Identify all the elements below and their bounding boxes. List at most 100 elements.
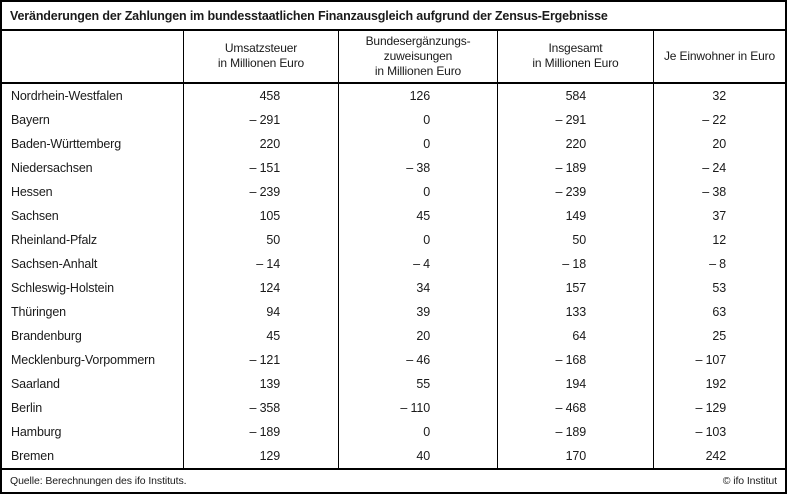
value-bundesergaenzungszuweisungen: 0 xyxy=(338,180,497,204)
value-bundesergaenzungszuweisungen: 39 xyxy=(338,300,497,324)
value-umsatzsteuer: – 239 xyxy=(183,180,338,204)
value-insgesamt: 194 xyxy=(497,372,653,396)
table-row: Berlin – 358 – 110 – 468 – 129 xyxy=(2,396,785,420)
value-insgesamt: 584 xyxy=(497,84,653,108)
value-bundesergaenzungszuweisungen: 40 xyxy=(338,444,497,468)
value-bundesergaenzungszuweisungen: 0 xyxy=(338,108,497,132)
table-row: Sachsen-Anhalt – 14 – 4 – 18 – 8 xyxy=(2,252,785,276)
value-insgesamt: 170 xyxy=(497,444,653,468)
state-name: Nordrhein-Westfalen xyxy=(11,89,123,103)
column-header-bundesergaenzungszuweisungen: Bundesergänzungs- zuweisungen in Million… xyxy=(338,31,497,82)
value-umsatzsteuer: 220 xyxy=(183,132,338,156)
value-bundesergaenzungszuweisungen: 126 xyxy=(338,84,497,108)
column-header-empty xyxy=(2,31,183,82)
table-row: Rheinland-Pfalz 50 0 50 12 xyxy=(2,228,785,252)
value-insgesamt: 133 xyxy=(497,300,653,324)
value-umsatzsteuer: 458 xyxy=(183,84,338,108)
column-header-je-einwohner: Je Einwohner in Euro xyxy=(653,31,785,82)
table-row: Bayern – 291 0 – 291 – 22 xyxy=(2,108,785,132)
value-bundesergaenzungszuweisungen: 55 xyxy=(338,372,497,396)
value-je-einwohner: – 8 xyxy=(653,252,785,276)
table-row: Saarland 139 55 194 192 xyxy=(2,372,785,396)
state-name: Rheinland-Pfalz xyxy=(11,233,97,247)
value-umsatzsteuer: – 121 xyxy=(183,348,338,372)
value-je-einwohner: 53 xyxy=(653,276,785,300)
table-row: Niedersachsen – 151 – 38 – 189 – 24 xyxy=(2,156,785,180)
table-row: Sachsen 105 45 149 37 xyxy=(2,204,785,228)
table-header-row: Umsatzsteuer in Millionen Euro Bundeserg… xyxy=(2,31,785,84)
value-je-einwohner: – 38 xyxy=(653,180,785,204)
table-row: Baden-Württemberg 220 0 220 20 xyxy=(2,132,785,156)
table-row: Hessen – 239 0 – 239 – 38 xyxy=(2,180,785,204)
value-je-einwohner: – 22 xyxy=(653,108,785,132)
state-name: Mecklenburg-Vorpommern xyxy=(11,353,155,367)
value-bundesergaenzungszuweisungen: 45 xyxy=(338,204,497,228)
value-bundesergaenzungszuweisungen: 0 xyxy=(338,228,497,252)
value-umsatzsteuer: – 291 xyxy=(183,108,338,132)
value-bundesergaenzungszuweisungen: 0 xyxy=(338,132,497,156)
value-umsatzsteuer: – 14 xyxy=(183,252,338,276)
state-name: Berlin xyxy=(11,401,43,415)
table-row: Brandenburg 45 20 64 25 xyxy=(2,324,785,348)
value-bundesergaenzungszuweisungen: – 38 xyxy=(338,156,497,180)
table-row: Schleswig-Holstein 124 34 157 53 xyxy=(2,276,785,300)
value-insgesamt: – 168 xyxy=(497,348,653,372)
value-umsatzsteuer: 105 xyxy=(183,204,338,228)
state-name: Hessen xyxy=(11,185,53,199)
value-umsatzsteuer: 50 xyxy=(183,228,338,252)
state-name: Bremen xyxy=(11,449,54,463)
table-row: Hamburg – 189 0 – 189 – 103 xyxy=(2,420,785,444)
state-name: Hamburg xyxy=(11,425,62,439)
value-je-einwohner: – 129 xyxy=(653,396,785,420)
value-umsatzsteuer: 124 xyxy=(183,276,338,300)
value-insgesamt: – 468 xyxy=(497,396,653,420)
value-bundesergaenzungszuweisungen: – 46 xyxy=(338,348,497,372)
footer: Quelle: Berechnungen des ifo Instituts. … xyxy=(2,468,785,492)
table-row: Mecklenburg-Vorpommern – 121 – 46 – 168 … xyxy=(2,348,785,372)
table-row: Nordrhein-Westfalen 458 126 584 32 xyxy=(2,84,785,108)
value-insgesamt: 220 xyxy=(497,132,653,156)
value-bundesergaenzungszuweisungen: – 110 xyxy=(338,396,497,420)
state-name: Baden-Württemberg xyxy=(11,137,121,151)
source-note: Quelle: Berechnungen des ifo Instituts. xyxy=(10,475,187,487)
state-name: Saarland xyxy=(11,377,60,391)
value-umsatzsteuer: – 358 xyxy=(183,396,338,420)
value-umsatzsteuer: – 189 xyxy=(183,420,338,444)
column-header-insgesamt: Insgesamt in Millionen Euro xyxy=(497,31,653,82)
value-je-einwohner: 192 xyxy=(653,372,785,396)
value-umsatzsteuer: 45 xyxy=(183,324,338,348)
state-name: Thüringen xyxy=(11,305,66,319)
state-name: Sachsen-Anhalt xyxy=(11,257,98,271)
table-row: Thüringen 94 39 133 63 xyxy=(2,300,785,324)
figure-title: Veränderungen der Zahlungen im bundessta… xyxy=(2,2,785,31)
state-name: Niedersachsen xyxy=(11,161,93,175)
value-je-einwohner: 63 xyxy=(653,300,785,324)
value-insgesamt: 157 xyxy=(497,276,653,300)
state-name: Schleswig-Holstein xyxy=(11,281,114,295)
value-bundesergaenzungszuweisungen: – 4 xyxy=(338,252,497,276)
value-je-einwohner: – 24 xyxy=(653,156,785,180)
table-row: Bremen 129 40 170 242 xyxy=(2,444,785,468)
value-umsatzsteuer: – 151 xyxy=(183,156,338,180)
value-je-einwohner: 25 xyxy=(653,324,785,348)
value-insgesamt: – 189 xyxy=(497,420,653,444)
value-bundesergaenzungszuweisungen: 0 xyxy=(338,420,497,444)
value-insgesamt: – 189 xyxy=(497,156,653,180)
value-umsatzsteuer: 129 xyxy=(183,444,338,468)
copyright-note: © ifo Institut xyxy=(722,475,777,487)
value-je-einwohner: 242 xyxy=(653,444,785,468)
state-name: Bayern xyxy=(11,113,50,127)
value-je-einwohner: 20 xyxy=(653,132,785,156)
value-bundesergaenzungszuweisungen: 20 xyxy=(338,324,497,348)
column-header-umsatzsteuer: Umsatzsteuer in Millionen Euro xyxy=(183,31,338,82)
state-name: Sachsen xyxy=(11,209,59,223)
state-name: Brandenburg xyxy=(11,329,82,343)
value-umsatzsteuer: 94 xyxy=(183,300,338,324)
value-je-einwohner: – 107 xyxy=(653,348,785,372)
value-insgesamt: 50 xyxy=(497,228,653,252)
value-je-einwohner: – 103 xyxy=(653,420,785,444)
value-je-einwohner: 32 xyxy=(653,84,785,108)
value-je-einwohner: 12 xyxy=(653,228,785,252)
value-insgesamt: – 18 xyxy=(497,252,653,276)
value-je-einwohner: 37 xyxy=(653,204,785,228)
